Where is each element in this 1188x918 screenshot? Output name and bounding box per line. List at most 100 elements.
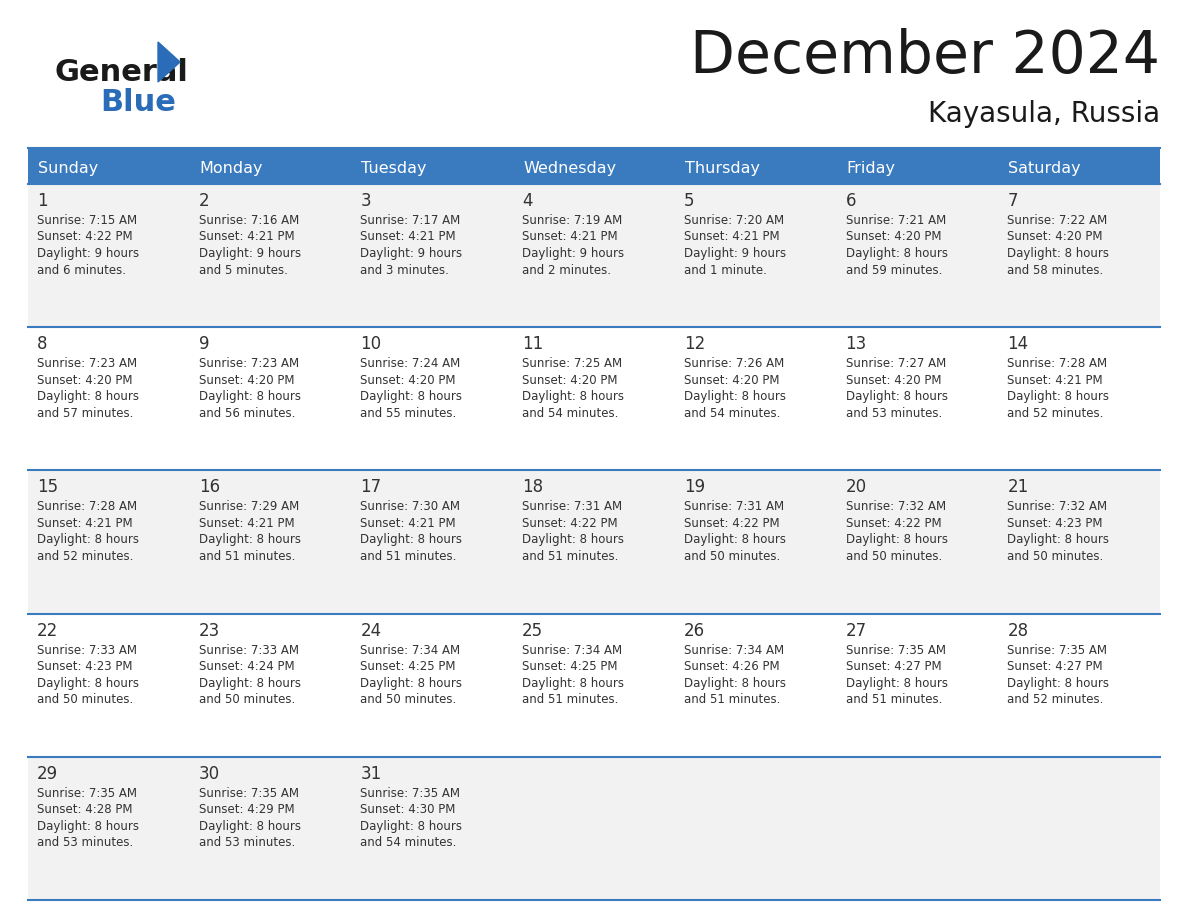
Text: Sunrise: 7:31 AM: Sunrise: 7:31 AM [684,500,784,513]
Text: Sunrise: 7:34 AM: Sunrise: 7:34 AM [684,644,784,656]
Text: Friday: Friday [847,161,896,175]
Text: Sunset: 4:21 PM: Sunset: 4:21 PM [198,230,295,243]
Text: Sunrise: 7:20 AM: Sunrise: 7:20 AM [684,214,784,227]
Text: Daylight: 8 hours: Daylight: 8 hours [1007,677,1110,689]
Text: Sunset: 4:20 PM: Sunset: 4:20 PM [1007,230,1102,243]
Text: and 52 minutes.: and 52 minutes. [1007,693,1104,706]
Text: Sunset: 4:20 PM: Sunset: 4:20 PM [846,374,941,386]
Text: Sunset: 4:25 PM: Sunset: 4:25 PM [523,660,618,673]
Text: Sunrise: 7:33 AM: Sunrise: 7:33 AM [37,644,137,656]
Text: and 3 minutes.: and 3 minutes. [360,263,449,276]
Text: and 1 minute.: and 1 minute. [684,263,766,276]
Bar [29,184,1159,327]
Bar [190,148,352,184]
Text: Sunset: 4:24 PM: Sunset: 4:24 PM [198,660,295,673]
Text: Sunrise: 7:32 AM: Sunrise: 7:32 AM [846,500,946,513]
Text: Sunset: 4:21 PM: Sunset: 4:21 PM [360,517,456,530]
Text: 23: 23 [198,621,220,640]
Text: 18: 18 [523,478,543,497]
Text: and 52 minutes.: and 52 minutes. [1007,407,1104,420]
Text: Sunrise: 7:31 AM: Sunrise: 7:31 AM [523,500,623,513]
Bar [998,148,1159,184]
Text: Sunset: 4:27 PM: Sunset: 4:27 PM [846,660,941,673]
Text: 10: 10 [360,335,381,353]
Text: Sunset: 4:21 PM: Sunset: 4:21 PM [37,517,133,530]
Text: Sunset: 4:23 PM: Sunset: 4:23 PM [1007,517,1102,530]
Text: and 51 minutes.: and 51 minutes. [523,550,619,563]
Text: Daylight: 8 hours: Daylight: 8 hours [1007,247,1110,260]
Text: Sunrise: 7:17 AM: Sunrise: 7:17 AM [360,214,461,227]
Text: 19: 19 [684,478,704,497]
Text: and 53 minutes.: and 53 minutes. [37,836,133,849]
Text: Thursday: Thursday [684,161,760,175]
Text: and 2 minutes.: and 2 minutes. [523,263,611,276]
Text: and 51 minutes.: and 51 minutes. [360,550,457,563]
Text: Daylight: 8 hours: Daylight: 8 hours [198,820,301,833]
Text: Sunrise: 7:21 AM: Sunrise: 7:21 AM [846,214,946,227]
Text: Sunday: Sunday [38,161,99,175]
Text: Wednesday: Wednesday [523,161,617,175]
Text: Sunrise: 7:27 AM: Sunrise: 7:27 AM [846,357,946,370]
Text: and 52 minutes.: and 52 minutes. [37,550,133,563]
Text: Daylight: 8 hours: Daylight: 8 hours [846,533,948,546]
Text: Sunrise: 7:23 AM: Sunrise: 7:23 AM [37,357,137,370]
Bar [513,148,675,184]
Text: Daylight: 8 hours: Daylight: 8 hours [37,390,139,403]
Text: Sunset: 4:27 PM: Sunset: 4:27 PM [1007,660,1102,673]
Text: 5: 5 [684,192,694,210]
Text: Daylight: 8 hours: Daylight: 8 hours [37,533,139,546]
Text: and 54 minutes.: and 54 minutes. [360,836,457,849]
Polygon shape [158,42,181,82]
Text: and 5 minutes.: and 5 minutes. [198,263,287,276]
Text: 26: 26 [684,621,704,640]
Text: Tuesday: Tuesday [361,161,426,175]
Text: 4: 4 [523,192,532,210]
Text: Daylight: 9 hours: Daylight: 9 hours [37,247,139,260]
Text: 1: 1 [37,192,48,210]
Text: Sunset: 4:22 PM: Sunset: 4:22 PM [523,517,618,530]
Text: 27: 27 [846,621,867,640]
Text: 24: 24 [360,621,381,640]
Text: 11: 11 [523,335,543,353]
Text: Sunrise: 7:28 AM: Sunrise: 7:28 AM [37,500,137,513]
Text: Daylight: 9 hours: Daylight: 9 hours [360,247,462,260]
Text: Sunset: 4:20 PM: Sunset: 4:20 PM [523,374,618,386]
Text: Daylight: 8 hours: Daylight: 8 hours [360,677,462,689]
Text: Sunset: 4:29 PM: Sunset: 4:29 PM [198,803,295,816]
Text: and 50 minutes.: and 50 minutes. [37,693,133,706]
Text: Sunrise: 7:32 AM: Sunrise: 7:32 AM [1007,500,1107,513]
Text: Sunrise: 7:35 AM: Sunrise: 7:35 AM [360,787,461,800]
Text: Sunset: 4:20 PM: Sunset: 4:20 PM [360,374,456,386]
Text: Sunrise: 7:35 AM: Sunrise: 7:35 AM [37,787,137,800]
Text: 7: 7 [1007,192,1018,210]
Text: and 50 minutes.: and 50 minutes. [360,693,456,706]
Text: Daylight: 8 hours: Daylight: 8 hours [846,247,948,260]
Text: Daylight: 8 hours: Daylight: 8 hours [846,390,948,403]
Text: 14: 14 [1007,335,1029,353]
Text: Daylight: 8 hours: Daylight: 8 hours [846,677,948,689]
Text: General: General [55,58,189,87]
Text: Daylight: 8 hours: Daylight: 8 hours [37,677,139,689]
Text: and 51 minutes.: and 51 minutes. [846,693,942,706]
Text: Sunset: 4:21 PM: Sunset: 4:21 PM [684,230,779,243]
Text: Sunset: 4:21 PM: Sunset: 4:21 PM [198,517,295,530]
Text: Daylight: 8 hours: Daylight: 8 hours [1007,390,1110,403]
Text: 16: 16 [198,478,220,497]
Text: Daylight: 8 hours: Daylight: 8 hours [523,677,624,689]
Text: Daylight: 8 hours: Daylight: 8 hours [684,390,785,403]
Bar [836,148,998,184]
Text: Saturday: Saturday [1009,161,1081,175]
Text: 28: 28 [1007,621,1029,640]
Text: Sunrise: 7:33 AM: Sunrise: 7:33 AM [198,644,298,656]
Text: and 6 minutes.: and 6 minutes. [37,263,126,276]
Text: Daylight: 8 hours: Daylight: 8 hours [360,533,462,546]
Text: Daylight: 8 hours: Daylight: 8 hours [684,533,785,546]
Text: Sunrise: 7:24 AM: Sunrise: 7:24 AM [360,357,461,370]
Text: December 2024: December 2024 [690,28,1159,85]
Bar [29,470,1159,613]
Text: 30: 30 [198,765,220,783]
Text: and 50 minutes.: and 50 minutes. [1007,550,1104,563]
Text: Sunset: 4:21 PM: Sunset: 4:21 PM [1007,374,1102,386]
Text: Sunrise: 7:22 AM: Sunrise: 7:22 AM [1007,214,1107,227]
Text: Sunrise: 7:15 AM: Sunrise: 7:15 AM [37,214,137,227]
